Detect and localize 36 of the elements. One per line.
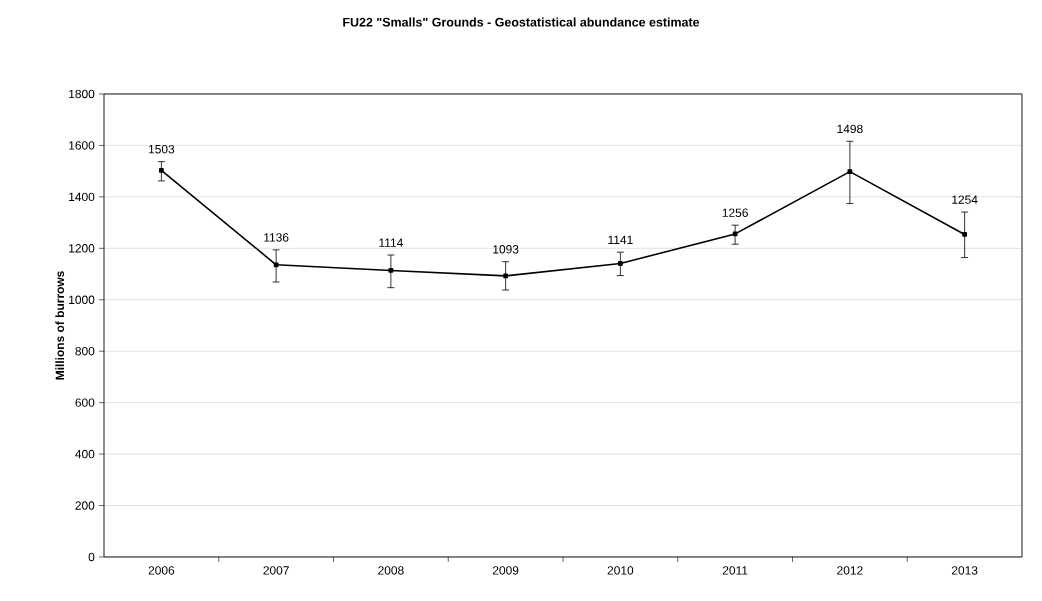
x-tick-label: 2008 bbox=[378, 566, 404, 575]
x-tick-label: 2011 bbox=[722, 566, 748, 575]
y-tick-label: 1600 bbox=[69, 141, 95, 150]
y-axis-title: Millions of burrows bbox=[55, 271, 65, 380]
x-tick-label: 2006 bbox=[148, 566, 175, 575]
data-label: 1503 bbox=[148, 144, 175, 154]
y-tick-label: 200 bbox=[75, 501, 95, 510]
data-label: 1498 bbox=[837, 124, 863, 134]
y-tick-label: 1800 bbox=[69, 89, 95, 99]
y-tick-label: 0 bbox=[88, 552, 95, 562]
x-tick-label: 2013 bbox=[951, 566, 978, 575]
data-label: 1136 bbox=[264, 233, 289, 242]
point bbox=[732, 231, 738, 237]
y-tick-label: 1200 bbox=[69, 244, 95, 253]
chart-title: FU22 "Smalls" Grounds - Geostatistical abundance estimate bbox=[343, 17, 700, 27]
point bbox=[158, 167, 164, 173]
point bbox=[847, 169, 853, 175]
data-label: 1114 bbox=[379, 238, 403, 247]
data-label: 1141 bbox=[608, 235, 633, 244]
y-tick-label: 600 bbox=[75, 398, 95, 407]
y-tick-label: 1000 bbox=[69, 295, 95, 304]
x-tick-label: 2007 bbox=[263, 566, 289, 575]
y-tick-label: 800 bbox=[75, 346, 95, 356]
data-label: 1254 bbox=[952, 195, 978, 204]
x-tick-label: 2012 bbox=[837, 566, 863, 575]
y-tick-label: 400 bbox=[75, 449, 95, 459]
point bbox=[617, 261, 623, 266]
point bbox=[962, 232, 968, 237]
point bbox=[503, 273, 509, 279]
x-tick-label: 2010 bbox=[607, 566, 634, 575]
point bbox=[273, 262, 279, 268]
y-tick-label: 1400 bbox=[69, 192, 95, 202]
data-label: 1093 bbox=[493, 245, 519, 254]
x-tick-label: 2009 bbox=[492, 566, 519, 575]
point bbox=[388, 268, 394, 273]
data-label: 1256 bbox=[722, 208, 748, 217]
